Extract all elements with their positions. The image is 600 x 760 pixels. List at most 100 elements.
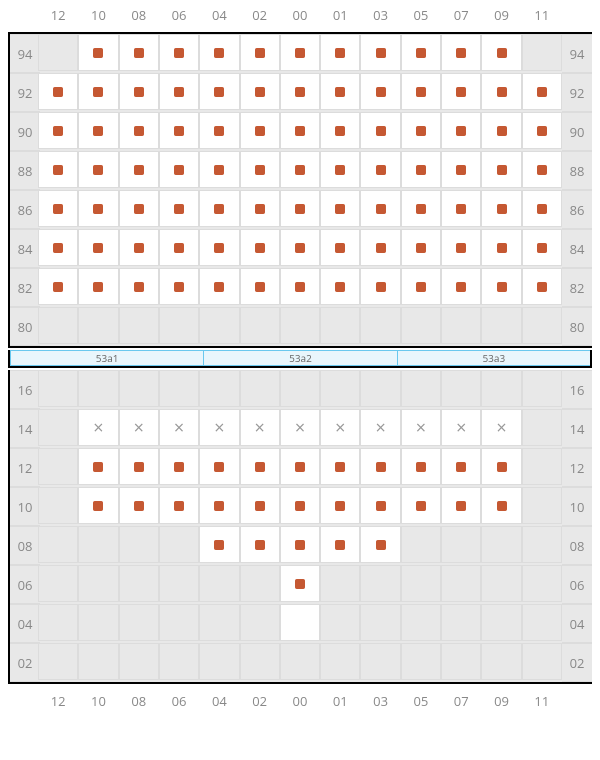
seat-available[interactable]: [320, 73, 360, 110]
seat-available[interactable]: [280, 487, 320, 524]
seat-available[interactable]: [401, 487, 441, 524]
seat-available[interactable]: [240, 268, 280, 305]
seat-available[interactable]: [320, 268, 360, 305]
seat-available[interactable]: [38, 229, 78, 266]
seat-available[interactable]: [240, 151, 280, 188]
seat-available[interactable]: [401, 448, 441, 485]
seat-available[interactable]: [78, 112, 118, 149]
seat-available[interactable]: [240, 448, 280, 485]
seat-available[interactable]: [320, 229, 360, 266]
seat-available[interactable]: [320, 487, 360, 524]
seat-available[interactable]: [159, 34, 199, 71]
seat-available[interactable]: [159, 73, 199, 110]
seat-available[interactable]: [240, 73, 280, 110]
seat-available[interactable]: [119, 190, 159, 227]
seat-available[interactable]: [38, 73, 78, 110]
seat-available[interactable]: [360, 229, 400, 266]
seat-available[interactable]: [159, 229, 199, 266]
seat-available[interactable]: [401, 229, 441, 266]
seat-available[interactable]: [119, 268, 159, 305]
seat-available[interactable]: [119, 112, 159, 149]
seat-available[interactable]: [401, 268, 441, 305]
seat-available[interactable]: [159, 448, 199, 485]
seat-available[interactable]: [78, 151, 118, 188]
seat-available[interactable]: [119, 229, 159, 266]
seat-unavailable[interactable]: ×: [441, 409, 481, 446]
seat-available[interactable]: [360, 487, 400, 524]
seat-available[interactable]: [320, 151, 360, 188]
seat-available[interactable]: [360, 526, 400, 563]
seat-available[interactable]: [360, 190, 400, 227]
seat-available[interactable]: [199, 112, 239, 149]
seat-available[interactable]: [38, 190, 78, 227]
seat-available[interactable]: [119, 34, 159, 71]
seat-available[interactable]: [320, 190, 360, 227]
seat-available[interactable]: [240, 190, 280, 227]
seat-available[interactable]: [441, 34, 481, 71]
seat-unavailable[interactable]: ×: [401, 409, 441, 446]
seat-available[interactable]: [441, 112, 481, 149]
seat-available[interactable]: [481, 229, 521, 266]
seat-available[interactable]: [522, 229, 562, 266]
seat-available[interactable]: [280, 112, 320, 149]
seat-available[interactable]: [159, 487, 199, 524]
seat-available[interactable]: [119, 151, 159, 188]
seat-available[interactable]: [481, 268, 521, 305]
seat-available[interactable]: [441, 151, 481, 188]
seat-available[interactable]: [280, 73, 320, 110]
seat-available[interactable]: [522, 112, 562, 149]
seat-available[interactable]: [159, 112, 199, 149]
seat-unavailable[interactable]: ×: [78, 409, 118, 446]
seat-available[interactable]: [522, 268, 562, 305]
seat-available[interactable]: [199, 229, 239, 266]
seat-available[interactable]: [401, 73, 441, 110]
seat-available[interactable]: [441, 268, 481, 305]
seat-available[interactable]: [119, 487, 159, 524]
seat-unavailable[interactable]: ×: [159, 409, 199, 446]
seat-unavailable[interactable]: ×: [320, 409, 360, 446]
seat-available[interactable]: [360, 73, 400, 110]
seat-available[interactable]: [360, 151, 400, 188]
seat-available[interactable]: [360, 112, 400, 149]
seat-available[interactable]: [320, 526, 360, 563]
seat-available[interactable]: [441, 448, 481, 485]
seat-unavailable[interactable]: ×: [199, 409, 239, 446]
seat-unavailable[interactable]: ×: [280, 409, 320, 446]
seat-available[interactable]: [78, 73, 118, 110]
seat-unavailable[interactable]: ×: [240, 409, 280, 446]
seat-available[interactable]: [280, 526, 320, 563]
seat-available[interactable]: [78, 190, 118, 227]
seat-available[interactable]: [280, 190, 320, 227]
seat-available[interactable]: [280, 565, 320, 602]
seat-available[interactable]: [280, 268, 320, 305]
seat-available[interactable]: [441, 487, 481, 524]
seat-available[interactable]: [240, 229, 280, 266]
seat-available[interactable]: [360, 448, 400, 485]
seat-available[interactable]: [401, 190, 441, 227]
seat-available[interactable]: [78, 229, 118, 266]
seat-available[interactable]: [522, 73, 562, 110]
seat-available[interactable]: [199, 487, 239, 524]
seat-available[interactable]: [481, 448, 521, 485]
seat-available[interactable]: [119, 448, 159, 485]
seat-available[interactable]: [320, 34, 360, 71]
seat-available[interactable]: [38, 112, 78, 149]
seat-available[interactable]: [38, 151, 78, 188]
seat-available[interactable]: [360, 268, 400, 305]
seat-available[interactable]: [199, 448, 239, 485]
seat-available[interactable]: [280, 34, 320, 71]
seat-available[interactable]: [481, 34, 521, 71]
seat-available[interactable]: [78, 34, 118, 71]
seat-available[interactable]: [401, 34, 441, 71]
seat-available[interactable]: [240, 34, 280, 71]
seat-available[interactable]: [441, 229, 481, 266]
seat-available[interactable]: [320, 448, 360, 485]
seat-available[interactable]: [199, 73, 239, 110]
seat-available[interactable]: [441, 190, 481, 227]
seat-available[interactable]: [119, 73, 159, 110]
seat-available[interactable]: [360, 34, 400, 71]
seat-available[interactable]: [240, 526, 280, 563]
seat-available[interactable]: [401, 151, 441, 188]
seat-unavailable[interactable]: ×: [360, 409, 400, 446]
seat-available[interactable]: [159, 268, 199, 305]
